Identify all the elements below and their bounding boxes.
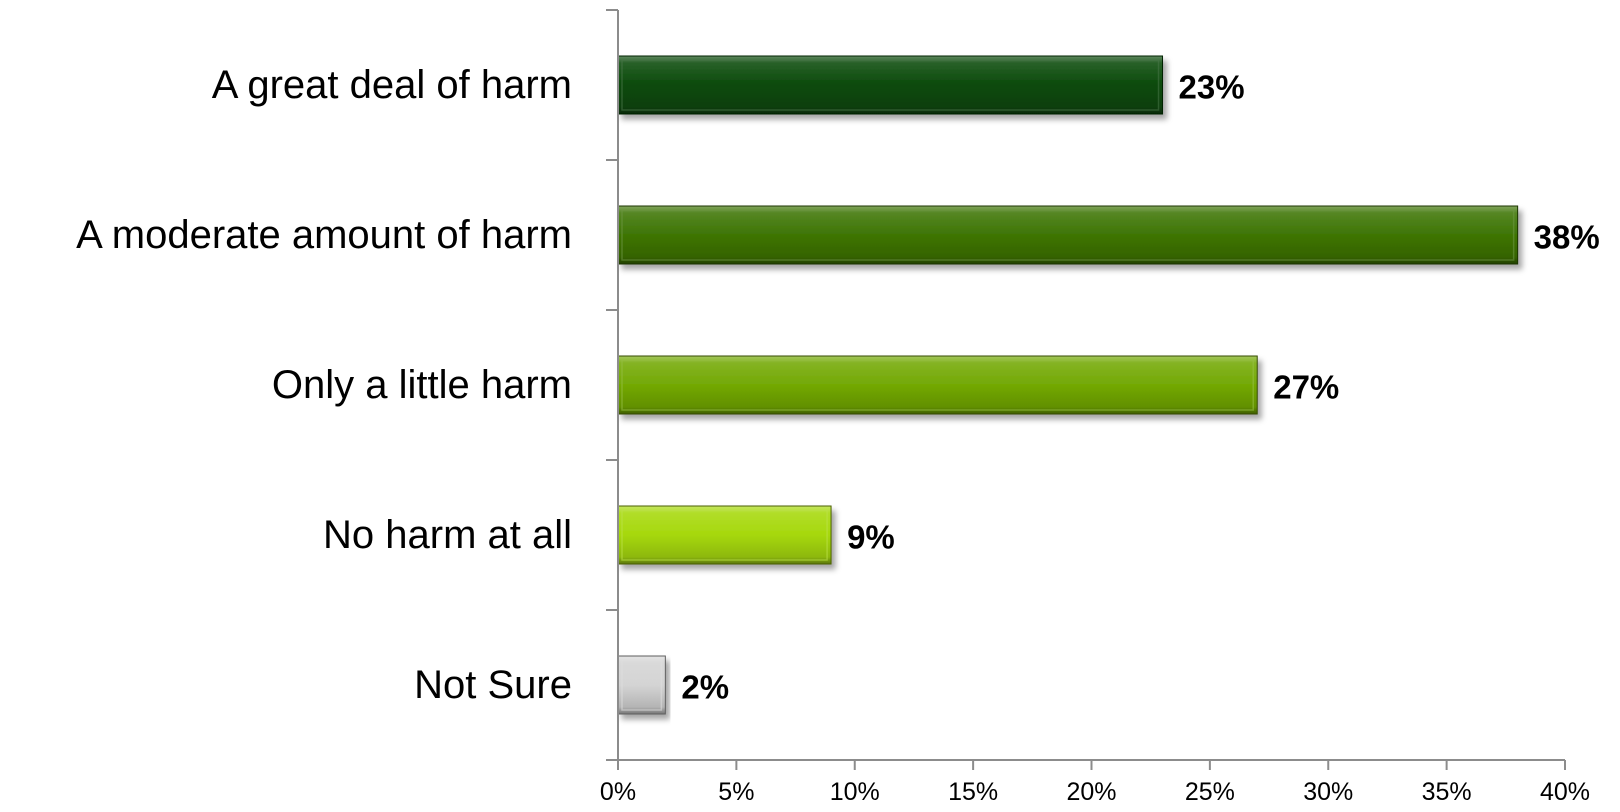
data-label: 9%: [847, 519, 895, 556]
bar-group: [617, 655, 666, 715]
x-tick-label: 30%: [1303, 778, 1353, 806]
bar-group: [617, 355, 1258, 415]
x-tick-label: 25%: [1185, 778, 1235, 806]
bar-bevel: [621, 509, 828, 561]
x-tick-label: 20%: [1066, 778, 1116, 806]
bar-bevel: [621, 209, 1515, 261]
bar: [617, 505, 832, 565]
category-label: No harm at all: [323, 513, 572, 557]
x-tick-label: 0%: [600, 778, 636, 806]
bars-layer: [617, 55, 1519, 715]
bar-bevel: [621, 359, 1254, 411]
bar-bevel: [621, 59, 1160, 111]
x-tick-label: 15%: [948, 778, 998, 806]
data-label: 27%: [1273, 369, 1339, 406]
data-label: 23%: [1179, 69, 1245, 106]
category-label: Not Sure: [414, 663, 572, 707]
bar-group: [617, 55, 1164, 115]
category-label: A great deal of harm: [212, 63, 572, 107]
bar: [617, 55, 1164, 115]
bar-group: [617, 505, 832, 565]
bar: [617, 355, 1258, 415]
bar-bevel: [621, 659, 663, 711]
x-tick-label: 35%: [1422, 778, 1472, 806]
x-tick-label: 10%: [830, 778, 880, 806]
category-label: A moderate amount of harm: [76, 213, 572, 257]
bar: [617, 655, 666, 715]
bar-group: [617, 205, 1519, 265]
x-tick-label: 40%: [1540, 778, 1590, 806]
bar: [617, 205, 1519, 265]
x-tick-label: 5%: [718, 778, 754, 806]
data-label: 2%: [681, 669, 729, 706]
labels-layer: A great deal of harm 23% A moderate amount…: [76, 63, 1600, 707]
axes: 0% 5% 10% 15% 20% 25% 30% 35% 40%: [600, 9, 1590, 806]
category-label: Only a little harm: [272, 363, 572, 407]
data-label: 38%: [1534, 219, 1600, 256]
